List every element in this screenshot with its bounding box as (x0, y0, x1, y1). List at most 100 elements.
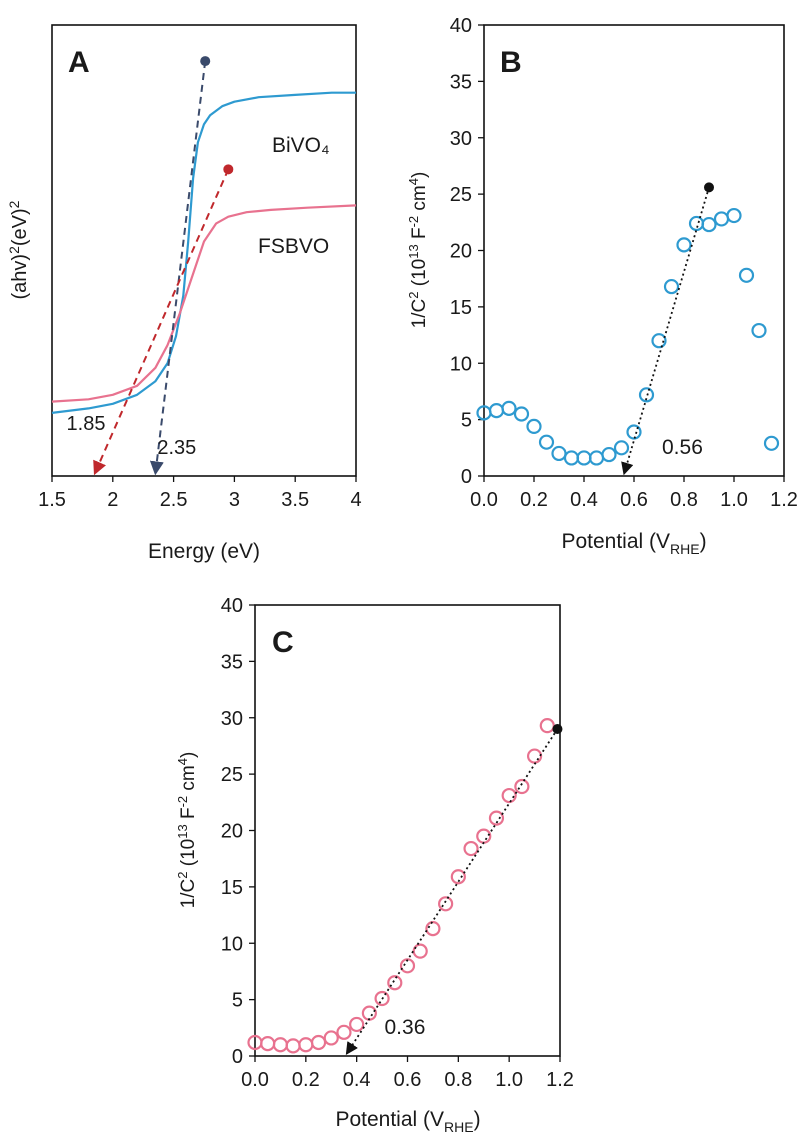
x-tick-label: 0.2 (292, 1069, 320, 1091)
x-tick-label: 0.6 (620, 489, 648, 511)
data-point (285, 1038, 301, 1054)
data-point (551, 445, 567, 462)
panel-c-frame (254, 604, 561, 1057)
data-point (412, 943, 428, 959)
data-point (514, 778, 530, 795)
data-point (763, 435, 780, 451)
panel-a-curves (51, 91, 357, 414)
data-point (651, 333, 667, 349)
y-tick-label: 20 (450, 241, 472, 263)
y-tick-label: 10 (221, 933, 243, 955)
data-point (713, 211, 730, 227)
data-point (501, 787, 517, 804)
y-tick-label: 10 (450, 353, 472, 375)
band-gap-label: 1.85 (67, 413, 106, 435)
panel-a-frame (51, 24, 357, 477)
data-point (588, 450, 605, 466)
data-point (374, 990, 390, 1007)
data-point (310, 1034, 327, 1051)
y-tick-label: 5 (461, 410, 472, 432)
data-point (601, 446, 617, 463)
x-tick-label: 4 (350, 489, 361, 511)
data-point (563, 450, 580, 466)
extrapolation-line (93, 168, 230, 476)
panel-c-y-axis-title: 1/C2 (1013 F-2 cm4) (175, 752, 199, 909)
panel-c: C 0.0 0.2 0.4 0.6 0.8 1.0 1.20510152025303540 … (175, 595, 574, 1135)
panel-b-points (476, 207, 780, 466)
x-tick-label: 1.5 (38, 489, 66, 511)
data-point (538, 434, 555, 450)
data-point (663, 278, 680, 295)
x-tick-label: 0.0 (241, 1069, 269, 1091)
y-tick-label: 35 (221, 651, 243, 673)
x-tick-label: 3 (229, 489, 240, 511)
fit-line (345, 728, 559, 1056)
y-tick-label: 35 (450, 71, 472, 93)
panel-b-fit-line: 0.56 (621, 182, 714, 476)
y-tick-label: 30 (221, 708, 243, 730)
series-line-bivo4 (51, 91, 356, 414)
data-point (323, 1030, 339, 1046)
band-gap-label: 2.35 (157, 437, 196, 459)
y-tick-label: 15 (221, 877, 243, 899)
x-tick-label: 1.0 (720, 489, 748, 511)
panel-a-letter: A (68, 46, 90, 79)
fit-start-dot (552, 724, 563, 735)
data-point (576, 450, 592, 466)
panel-a-x-ticks: 1.5 2 2.5 3 3.5 4 (38, 476, 362, 511)
panel-c-points (247, 718, 555, 1054)
panel-a-x-axis-title: Energy (eV) (148, 540, 260, 563)
data-point (387, 975, 403, 991)
data-point (726, 207, 742, 224)
data-point (260, 1035, 276, 1052)
x-tick-label: 0.4 (343, 1069, 371, 1091)
panel-b-ticks: 0.0 0.2 0.4 0.6 0.8 1.0 1.2 0 5 10 15 20 25 30 35 40 (450, 15, 798, 511)
data-point (399, 958, 416, 974)
y-tick-label: 15 (450, 297, 472, 319)
flat-band-potential-label: 0.56 (662, 436, 703, 459)
data-point (438, 896, 454, 912)
data-point (738, 267, 755, 283)
x-tick-label: 0.2 (520, 489, 548, 511)
data-point (638, 387, 655, 403)
panel-b: B 0.0 0.2 0.4 0.6 0.8 1.0 1.20510152025303540 … (406, 15, 798, 557)
panel-b-letter: B (500, 46, 522, 79)
extrapolation-start-dot (200, 56, 211, 67)
x-tick-label: 1.2 (770, 489, 798, 511)
y-tick-label: 0 (461, 466, 472, 488)
data-point (526, 418, 542, 434)
y-tick-label: 25 (221, 764, 243, 786)
y-tick-label: 0 (232, 1046, 243, 1068)
y-tick-label: 40 (450, 15, 472, 37)
y-tick-label: 40 (221, 595, 243, 617)
data-point (336, 1024, 352, 1040)
data-point (626, 424, 642, 440)
data-point (361, 1005, 377, 1021)
data-point (488, 810, 505, 826)
y-tick-label: 5 (232, 990, 243, 1012)
x-tick-label: 0.8 (670, 489, 698, 511)
data-point (676, 237, 692, 253)
x-tick-label: 0.8 (444, 1069, 472, 1091)
data-point (513, 406, 530, 422)
data-point (526, 748, 543, 764)
panel-b-y-axis-title: 1/C2 (1013 F-2 cm4) (406, 172, 430, 329)
x-tick-label: 2.5 (160, 489, 188, 511)
data-point (488, 403, 505, 419)
panel-c-x-axis-title: Potential (VRHE) (335, 1108, 480, 1135)
data-point (298, 1037, 314, 1053)
extrapolation-start-dot (223, 164, 234, 175)
y-tick-label: 20 (221, 821, 243, 843)
series-line-fsbvo (51, 204, 357, 403)
x-tick-label: 1.0 (495, 1069, 523, 1091)
x-tick-label: 0.4 (570, 489, 598, 511)
x-tick-label: 1.2 (546, 1069, 574, 1091)
panel-a-extrapolation-lines: 2.35 1.85 (67, 56, 234, 476)
fit-start-dot (704, 182, 714, 193)
data-point (425, 920, 441, 937)
data-point (501, 400, 517, 416)
series-label-fsbvo: FSBVO (258, 235, 329, 258)
data-point (688, 215, 705, 232)
x-tick-label: 2 (107, 489, 118, 511)
